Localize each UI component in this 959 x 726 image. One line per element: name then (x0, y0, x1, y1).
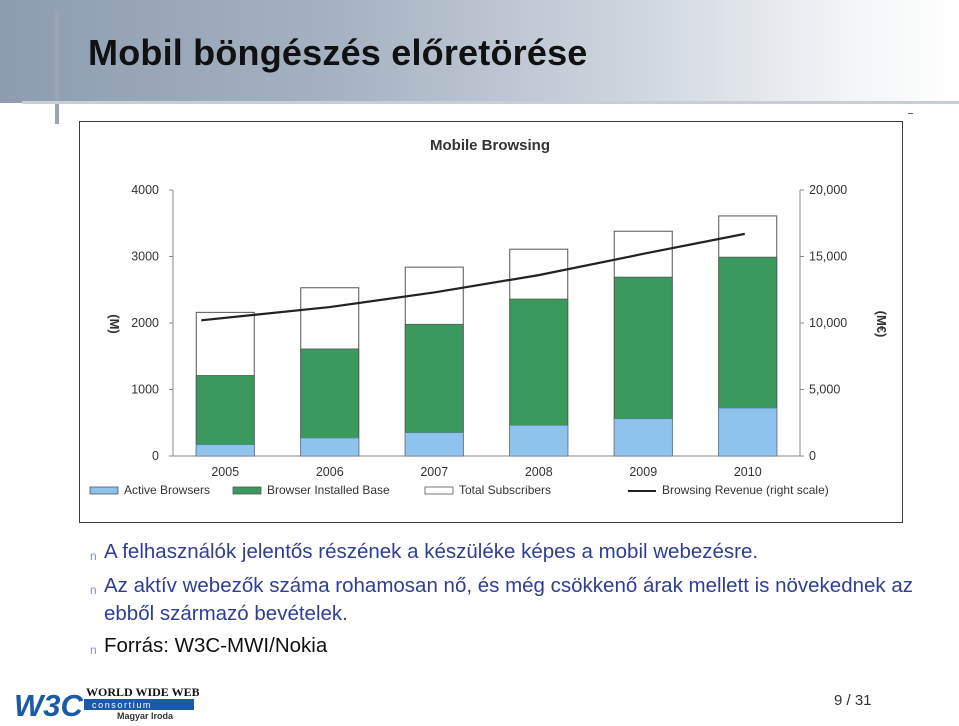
bar-browser-installed-base (195, 375, 255, 457)
y-tick-label-right: 10,000 (809, 316, 847, 330)
legend-active-browsers-swatch (89, 486, 119, 495)
logo-consortium-band (84, 699, 194, 710)
bullet-marker: n (90, 643, 97, 657)
bullet-marker: n (90, 549, 97, 563)
mobile-browsing-chart: Mobile Browsing (M) (M€) 0 1000 2000 3000 40… (89, 137, 889, 497)
bullet-item: n Az aktív webezők száma rohamosan nő, é… (90, 572, 950, 628)
title-accent-vertical-line (55, 12, 59, 124)
legend-active-browsers-label: Active Browsers (124, 483, 210, 497)
y-tick-label-left: 2000 (131, 316, 159, 330)
bullet-item: n A felhasználók jelentős részének a kés… (90, 538, 950, 566)
title-band (0, 0, 959, 103)
legend-browsing-revenue-label: Browsing Revenue (right scale) (662, 483, 829, 497)
bullet-text: A felhasználók jelentős részének a készü… (104, 540, 759, 563)
y-axis-label-left: (M) (107, 314, 122, 334)
slide-title: Mobil böngészés előretörése (88, 32, 588, 73)
chart-frame: Mobile Browsing (M) (M€) 0 1000 2000 3000 40… (79, 121, 903, 523)
x-tick-label: 2005 (211, 465, 239, 479)
y-tick-label-right: 5,000 (809, 383, 840, 397)
bar-active-browsers (404, 432, 464, 457)
bullet-marker: n (90, 583, 97, 597)
divider-mark (908, 113, 913, 114)
w3c-logo[interactable]: W3C WORLD WIDE WEB consortium Magyar Iro… (14, 683, 200, 726)
legend-browser-installed-base-swatch (232, 486, 262, 495)
legend-total-subscribers-swatch (424, 486, 454, 495)
page-number: 9 / 31 (834, 692, 872, 709)
legend-total-subscribers-label: Total Subscribers (459, 483, 551, 497)
x-tick-label: 2008 (525, 465, 553, 479)
logo-w3c-text: W3C (14, 688, 84, 721)
bar-active-browsers (509, 425, 569, 457)
y-axis-label-right: (M€) (874, 311, 889, 338)
chart-title: Mobile Browsing (430, 137, 550, 154)
logo-www-text: WORLD WIDE WEB (86, 685, 199, 699)
logo-consortium-text: consortium (92, 700, 152, 710)
y-tick-label-left: 1000 (131, 383, 159, 397)
title-accent-horizontal-line (22, 101, 959, 104)
y-tick-label-left: 4000 (131, 183, 159, 197)
y-tick-label-right: 15,000 (809, 250, 847, 264)
x-tick-label: 2007 (420, 465, 448, 479)
y-tick-label-left: 3000 (131, 250, 159, 264)
x-tick-label: 2010 (734, 465, 762, 479)
y-tick-label-left: 0 (152, 449, 159, 463)
bar-active-browsers (718, 407, 778, 457)
bar-active-browsers (613, 418, 673, 457)
bullet-text: Az aktív webezők száma rohamosan nő, és … (104, 574, 914, 625)
bullet-item: n Forrás: W3C-MWI/Nokia (90, 632, 950, 660)
bar-active-browsers (300, 437, 360, 457)
w3c-logo-graphic: W3C WORLD WIDE WEB consortium Magyar Iro… (14, 685, 200, 723)
logo-office-text: Magyar Iroda (117, 711, 174, 721)
y-tick-label-right: 0 (809, 449, 816, 463)
x-tick-label: 2009 (629, 465, 657, 479)
bar-active-browsers (195, 444, 255, 457)
x-tick-label: 2006 (316, 465, 344, 479)
bullet-text: Forrás: W3C-MWI/Nokia (104, 634, 328, 657)
legend-browser-installed-base-label: Browser Installed Base (267, 483, 390, 497)
y-tick-label-right: 20,000 (809, 183, 847, 197)
line-browsing-revenue (201, 232, 745, 322)
bullet-list: n A felhasználók jelentős részének a kés… (90, 538, 950, 660)
